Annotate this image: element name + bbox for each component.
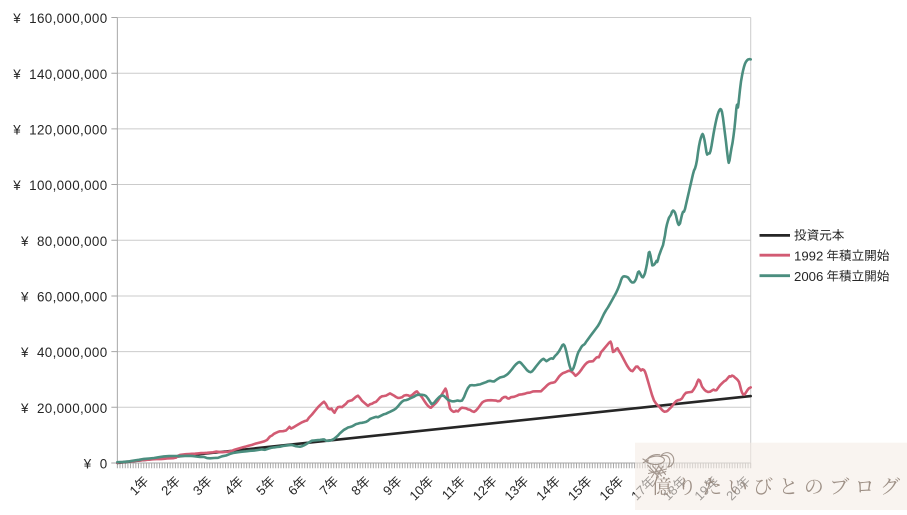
svg-text:¥ 80,000,000: ¥ 80,000,000 bbox=[20, 234, 107, 249]
svg-text:¥ 0: ¥ 0 bbox=[83, 457, 108, 472]
svg-text:¥ 140,000,000: ¥ 140,000,000 bbox=[12, 67, 107, 82]
svg-text:¥ 20,000,000: ¥ 20,000,000 bbox=[20, 401, 107, 416]
svg-text:¥ 100,000,000: ¥ 100,000,000 bbox=[12, 178, 107, 193]
svg-text:¥ 160,000,000: ¥ 160,000,000 bbox=[12, 11, 107, 26]
svg-text:¥ 40,000,000: ¥ 40,000,000 bbox=[20, 345, 107, 360]
svg-text:¥ 120,000,000: ¥ 120,000,000 bbox=[12, 122, 107, 137]
svg-text:1992: 1992 bbox=[794, 249, 823, 264]
svg-text:2006: 2006 bbox=[794, 269, 823, 284]
svg-text:¥ 60,000,000: ¥ 60,000,000 bbox=[20, 290, 107, 305]
